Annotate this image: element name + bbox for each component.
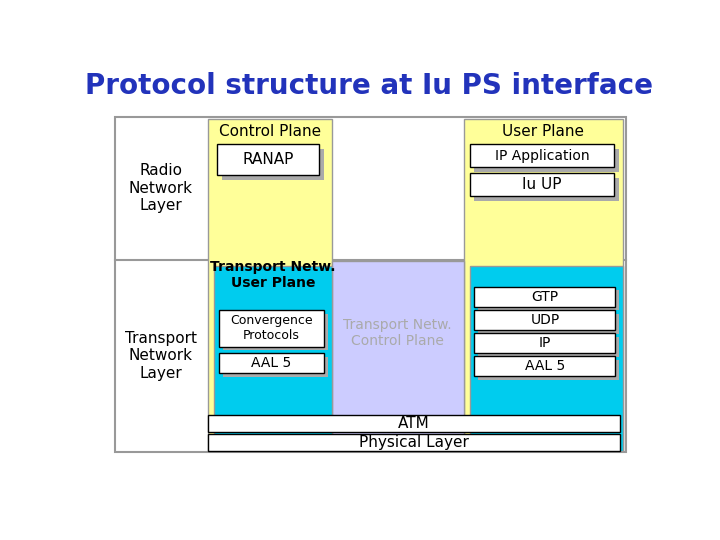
Bar: [222, 314, 328, 350]
Bar: [474, 309, 616, 330]
Bar: [208, 434, 620, 450]
Bar: [474, 333, 616, 353]
Text: IP Application: IP Application: [495, 148, 589, 163]
Bar: [469, 144, 614, 167]
Text: User Plane: User Plane: [503, 124, 585, 139]
Text: IP: IP: [539, 336, 551, 350]
Bar: [478, 360, 619, 380]
Text: ATM: ATM: [398, 416, 430, 431]
Bar: [469, 173, 614, 197]
Text: RANAP: RANAP: [243, 152, 294, 167]
Bar: [332, 261, 464, 450]
Bar: [478, 336, 619, 356]
Bar: [478, 291, 619, 310]
Text: Transport Netw.
User Plane: Transport Netw. User Plane: [210, 260, 336, 290]
Text: Protocol structure at Iu PS interface: Protocol structure at Iu PS interface: [85, 72, 653, 100]
Text: UDP: UDP: [531, 313, 559, 327]
Bar: [114, 117, 626, 452]
Text: Radio
Network
Layer: Radio Network Layer: [129, 164, 192, 213]
Text: GTP: GTP: [531, 289, 559, 303]
Bar: [474, 148, 618, 172]
Text: AAL 5: AAL 5: [251, 356, 292, 370]
Bar: [214, 266, 332, 450]
Bar: [464, 119, 624, 450]
Text: AAL 5: AAL 5: [525, 359, 565, 373]
Bar: [208, 415, 620, 432]
Bar: [219, 309, 324, 347]
Bar: [217, 144, 320, 175]
Bar: [474, 178, 618, 201]
Bar: [474, 356, 616, 376]
Text: Control Plane: Control Plane: [219, 124, 321, 139]
Text: Iu UP: Iu UP: [522, 178, 562, 192]
Bar: [222, 148, 324, 179]
Text: Physical Layer: Physical Layer: [359, 435, 469, 450]
Bar: [208, 119, 332, 450]
Text: Convergence
Protocols: Convergence Protocols: [230, 314, 312, 342]
Text: Transport Netw.
Control Plane: Transport Netw. Control Plane: [343, 318, 452, 348]
Bar: [469, 266, 624, 450]
Text: Transport
Network
Layer: Transport Network Layer: [125, 331, 197, 381]
Bar: [219, 353, 324, 373]
Bar: [478, 314, 619, 334]
Bar: [222, 356, 328, 377]
Bar: [474, 287, 616, 307]
